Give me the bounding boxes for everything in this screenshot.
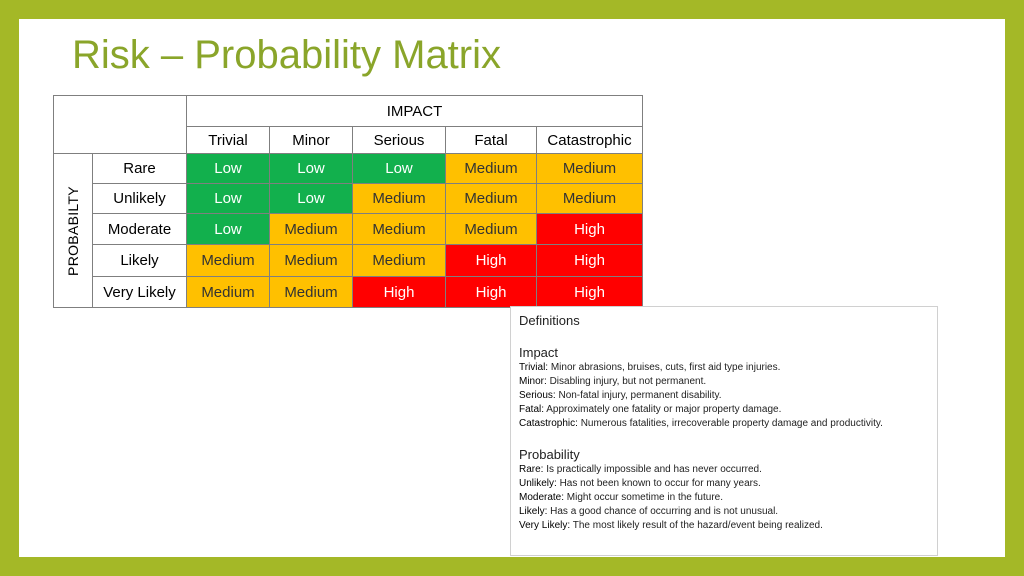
risk-cell: Low: [186, 213, 270, 245]
definition-term: Likely:: [519, 506, 548, 517]
matrix-corner: [53, 95, 187, 154]
probability-definition: Rare: Is practically impossible and has …: [519, 463, 929, 477]
risk-cell: Medium: [186, 276, 270, 308]
matrix-row: Very Likely Medium Medium High High High: [54, 276, 643, 308]
definition-text: Has a good chance of occurring and is no…: [547, 506, 779, 517]
risk-cell: Medium: [536, 153, 643, 184]
impact-header: IMPACT: [186, 95, 643, 127]
risk-cell: High: [352, 276, 446, 308]
definitions-box: Definitions Impact Trivial: Minor abrasi…: [510, 306, 938, 556]
impact-level-header: Catastrophic: [536, 126, 643, 154]
risk-cell: Low: [269, 183, 353, 214]
definition-term: Unlikely:: [519, 478, 557, 489]
probability-level-label: Rare: [92, 153, 187, 184]
risk-cell: Low: [186, 153, 270, 184]
impact-definition: Minor: Disabling injury, but not permane…: [519, 375, 929, 389]
risk-matrix-table: IMPACT Trivial Minor Serious Fatal Catas…: [53, 95, 643, 308]
matrix-row: Likely Medium Medium Medium High High: [54, 244, 643, 277]
impact-definition: Catastrophic: Numerous fatalities, irrec…: [519, 417, 929, 431]
risk-cell: Medium: [445, 213, 537, 245]
definition-term: Rare:: [519, 464, 544, 475]
risk-cell: High: [445, 276, 537, 308]
risk-cell: Low: [352, 153, 446, 184]
probability-definitions-title: Probability: [519, 447, 580, 462]
definition-text: Might occur sometime in the future.: [564, 492, 723, 503]
probability-level-label: Unlikely: [92, 183, 187, 214]
risk-cell: High: [536, 213, 643, 245]
risk-cell: High: [536, 276, 643, 308]
definition-term: Serious:: [519, 390, 556, 401]
risk-cell: Low: [269, 153, 353, 184]
definition-term: Fatal:: [519, 404, 545, 415]
definition-text: Disabling injury, but not permanent.: [546, 376, 707, 387]
probability-level-label: Moderate: [92, 213, 187, 245]
impact-definition: Trivial: Minor abrasions, bruises, cuts,…: [519, 361, 929, 375]
impact-level-header: Serious: [352, 126, 446, 154]
risk-cell: Medium: [352, 244, 446, 277]
risk-cell: Medium: [269, 276, 353, 308]
definitions-heading: Definitions: [519, 313, 580, 328]
definition-text: Non-fatal injury, permanent disability.: [555, 390, 722, 401]
impact-definitions-title: Impact: [519, 345, 559, 360]
matrix-row: Moderate Low Medium Medium Medium High: [54, 213, 643, 245]
probability-level-label: Likely: [92, 244, 187, 277]
probability-header: PROBABILTY: [65, 185, 81, 276]
definition-text: Numerous fatalities, irrecoverable prope…: [577, 418, 883, 429]
definition-text: Approximately one fatality or major prop…: [544, 404, 782, 415]
definition-term: Moderate:: [519, 492, 565, 503]
probability-definition: Likely: Has a good chance of occurring a…: [519, 505, 929, 519]
probability-header-cell: PROBABILTY: [53, 153, 93, 308]
risk-cell: Medium: [352, 213, 446, 245]
risk-cell: High: [536, 244, 643, 277]
definition-text: The most likely result of the hazard/eve…: [570, 520, 823, 531]
risk-cell: Medium: [352, 183, 446, 214]
slide-title: Risk – Probability Matrix: [72, 33, 502, 77]
probability-level-label: Very Likely: [92, 276, 187, 308]
definition-term: Catastrophic:: [519, 418, 578, 429]
definition-term: Minor:: [519, 376, 547, 387]
definition-text: Is practically impossible and has never …: [543, 464, 762, 475]
risk-cell: Low: [186, 183, 270, 214]
matrix-row: Unlikely Low Low Medium Medium Medium: [54, 183, 643, 214]
risk-cell: Medium: [445, 153, 537, 184]
risk-cell: Medium: [536, 183, 643, 214]
definition-term: Trivial:: [519, 362, 549, 373]
risk-cell: Medium: [269, 213, 353, 245]
impact-level-header: Fatal: [445, 126, 537, 154]
probability-definition: Moderate: Might occur sometime in the fu…: [519, 491, 929, 505]
impact-definition: Fatal: Approximately one fatality or maj…: [519, 403, 929, 417]
definition-text: Has not been known to occur for many yea…: [556, 478, 761, 489]
definition-term: Very Likely:: [519, 520, 571, 531]
matrix-row: PROBABILTY Rare Low Low Low Medium Mediu…: [53, 153, 643, 308]
risk-cell: Medium: [186, 244, 270, 277]
definition-text: Minor abrasions, bruises, cuts, first ai…: [548, 362, 781, 373]
risk-cell: Medium: [269, 244, 353, 277]
impact-level-header: Minor: [269, 126, 353, 154]
impact-definition: Serious: Non-fatal injury, permanent dis…: [519, 389, 929, 403]
risk-cell: High: [445, 244, 537, 277]
probability-definition: Very Likely: The most likely result of t…: [519, 519, 929, 533]
slide: Risk – Probability Matrix IMPACT Trivial…: [19, 19, 1005, 557]
impact-level-header: Trivial: [186, 126, 270, 154]
risk-cell: Medium: [445, 183, 537, 214]
probability-definition: Unlikely: Has not been known to occur fo…: [519, 477, 929, 491]
